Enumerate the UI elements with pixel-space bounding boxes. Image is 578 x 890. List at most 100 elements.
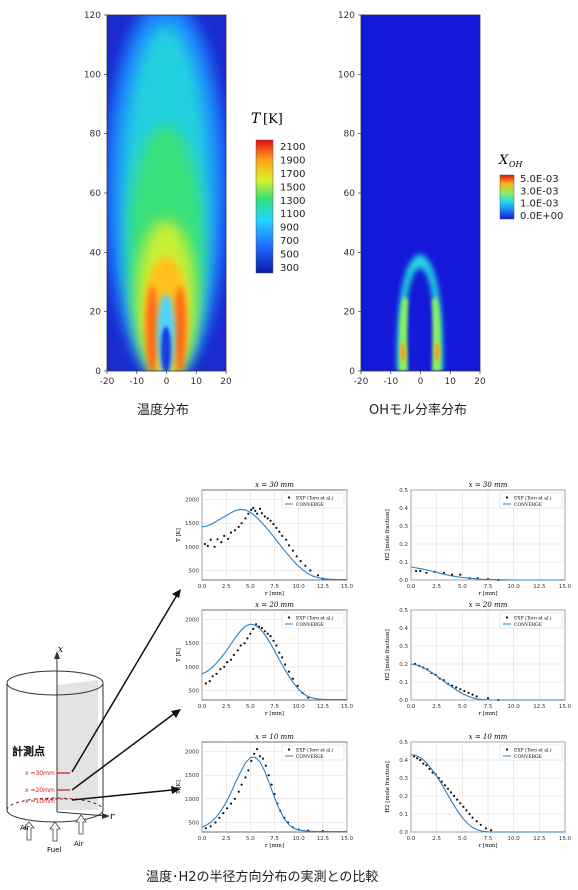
exp-point (304, 564, 307, 567)
exp-point (247, 512, 250, 515)
xtick-label: 5.0 (458, 584, 467, 590)
exp-point (316, 574, 320, 577)
xtick-label: 5.0 (246, 584, 255, 590)
legend-exp-marker (287, 748, 291, 751)
plot-title: x = 10 mm (255, 733, 294, 741)
plot-title: x = 20 mm (255, 601, 294, 609)
exp-point (229, 531, 233, 534)
oh-colorbar-tick: 1.0E-03 (520, 199, 559, 210)
plot-xlabel: r [mm] (265, 591, 284, 597)
xtick-label: 2.5 (222, 584, 231, 590)
air-left-label: Air (20, 824, 30, 832)
exp-point (219, 668, 222, 671)
legend-box (499, 744, 563, 761)
exp-point (247, 769, 250, 772)
exp-point (459, 688, 462, 691)
contour-ytick-label: 60 (90, 189, 102, 199)
exp-point (440, 780, 443, 783)
exp-point (222, 812, 225, 815)
exp-point (287, 670, 291, 673)
converge-line (410, 663, 565, 701)
oh-colorbar-subscript: OH (509, 160, 524, 169)
contour-xtick-label: 20 (474, 377, 486, 387)
fuel-label: Fuel (47, 846, 61, 854)
ytick-label: 0.0 (399, 830, 408, 836)
exp-point (299, 560, 302, 563)
exp-point (246, 637, 249, 640)
exp-point (229, 658, 233, 661)
ytick-label: 0.1 (399, 812, 408, 818)
contour-ytick-label: 80 (90, 130, 102, 140)
exp-point (291, 549, 294, 552)
xtick-label: 10.0 (508, 704, 521, 710)
contour-xtick-label: 10 (445, 377, 457, 387)
xtick-label: 10.0 (508, 836, 521, 842)
exp-point (255, 623, 258, 626)
xtick-label: 12.5 (533, 584, 546, 590)
exp-point (226, 807, 229, 810)
exp-point (214, 821, 217, 824)
exp-point (415, 569, 418, 573)
level-30mm: x =30mm (25, 770, 55, 777)
contour-ytick-label: 60 (344, 189, 356, 199)
exp-point (281, 656, 284, 659)
exp-point (428, 767, 431, 771)
exp-point (278, 651, 281, 654)
oh-contour (360, 14, 481, 372)
exp-point (258, 507, 262, 510)
exp-point (260, 512, 263, 515)
ytick-label: 0.4 (399, 758, 408, 764)
plot-ylabel: T [K] (176, 528, 182, 542)
legend-exp-marker (505, 748, 509, 751)
ytick-label: 1000 (185, 665, 199, 671)
exp-point (261, 757, 264, 760)
contour-ytick-label: 20 (344, 308, 356, 318)
plot-title: x = 20 mm (469, 601, 508, 609)
xtick-label: 15.0 (341, 584, 354, 590)
exp-point (451, 573, 454, 576)
xtick-label: 7.5 (270, 704, 279, 710)
temp-colorbar-tick: 700 (280, 236, 299, 247)
exp-point (456, 798, 459, 801)
temp-colorbar-tick: 900 (280, 223, 299, 234)
legend-box (499, 612, 563, 629)
air-right-label: Air (74, 840, 84, 848)
temp-colorbar-ticks: 2100 1900 1700 1500 1300 1100 900 700 500 300 (280, 142, 305, 274)
converge-line (410, 754, 565, 833)
temp-colorbar-tick: 1100 (280, 209, 305, 220)
exp-point (270, 783, 273, 786)
burner-schematic: 計測点 x r x =30mm x =20mm x =10mm Air Air … (6, 589, 181, 854)
exp-point (443, 784, 446, 787)
exp-point (287, 544, 291, 547)
plot-ylabel: H2 [mole fraction] (385, 761, 391, 812)
exp-point (254, 509, 257, 512)
exp-point (296, 684, 299, 687)
exp-point (446, 787, 450, 790)
contour-xtick-label: 20 (220, 377, 232, 387)
ytick-label: 0.4 (399, 506, 408, 512)
ytick-label: 1500 (185, 521, 199, 527)
xtick-label: 5.0 (458, 704, 467, 710)
xtick-label: 10.0 (293, 584, 306, 590)
oh-colorbar-symbol: X (498, 153, 509, 168)
temp-colorbar-unit: [K] (263, 112, 283, 127)
plot-title: x = 10 mm (469, 733, 508, 741)
level-10mm: x =10mm (25, 798, 55, 805)
exp-point (471, 816, 474, 819)
xtick-label: 5.0 (246, 704, 255, 710)
ytick-label: 0.0 (399, 578, 408, 584)
exp-point (475, 695, 478, 698)
plot-ylabel: T [K] (176, 780, 182, 794)
legend-exp-label: EXP (Toro et al.) (514, 747, 552, 754)
xtick-label: 7.5 (484, 584, 493, 590)
exp-point (459, 573, 462, 576)
xtick-label: 10.0 (293, 836, 306, 842)
exp-point (226, 661, 229, 664)
ytick-label: 0.2 (399, 542, 408, 548)
legend-exp-marker (505, 496, 509, 499)
exp-point (266, 517, 269, 520)
schematic-x-label: x (58, 645, 63, 655)
exp-point (309, 569, 312, 572)
plot-T30: 0.0 2.5 5.0 7.5 10.0 12.5 15.0 500 1000 1500 2000 x… (176, 481, 354, 597)
